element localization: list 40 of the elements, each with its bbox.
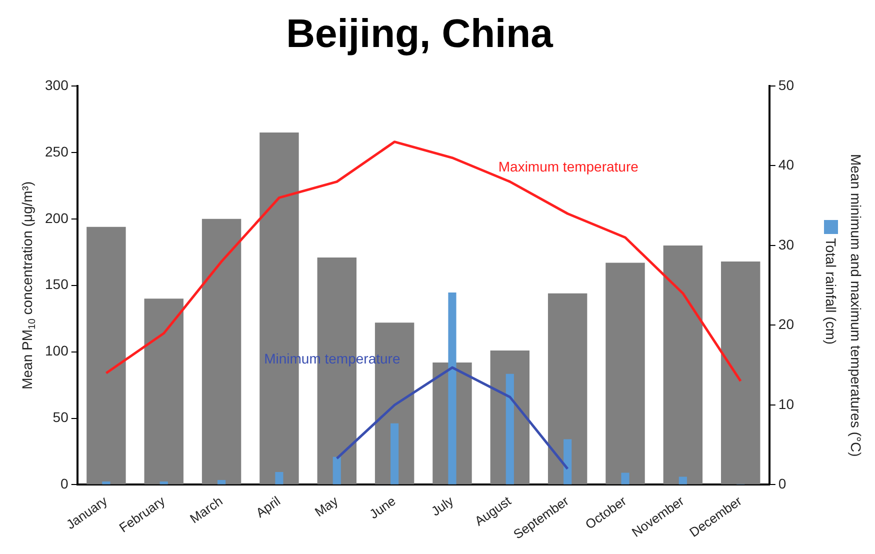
bar <box>202 218 242 484</box>
y-tick-label: 100 <box>45 342 69 359</box>
y2-tick-label: 20 <box>778 316 794 332</box>
y-tick-label: 150 <box>45 276 69 292</box>
y-tick-label: 50 <box>52 409 69 426</box>
y2-axis-title: Mean minimum and maximum temperatures (°C) <box>848 154 864 457</box>
y-axis-title: Mean PM10 concentration (μg/m³) <box>18 181 38 390</box>
x-tick-label: July <box>428 492 456 519</box>
y2-tick-label: 40 <box>778 156 794 173</box>
bar <box>678 476 687 484</box>
y2-tick-label: 50 <box>778 76 794 93</box>
bar <box>390 423 399 484</box>
series-label: Maximum temperature <box>498 158 639 175</box>
bar <box>506 374 514 484</box>
y2-tick-label: 10 <box>778 396 794 412</box>
bar <box>160 482 168 484</box>
bar <box>275 472 284 484</box>
bar <box>564 439 572 484</box>
x-tick-label: May <box>312 492 342 520</box>
bar <box>606 262 645 484</box>
y-tick-label: 300 <box>45 76 69 93</box>
bar <box>102 482 110 484</box>
bar <box>663 246 703 484</box>
x-tick-label: June <box>366 493 398 522</box>
bar <box>218 480 226 484</box>
legend-label: Total rainfall (cm) <box>823 238 839 345</box>
chart-title: Beijing, China <box>286 12 554 56</box>
bar <box>720 261 760 484</box>
bar <box>548 293 588 484</box>
y-tick-label: 200 <box>45 210 69 226</box>
bar <box>332 456 341 484</box>
y-tick-label: 0 <box>60 476 69 492</box>
x-tick-label: April <box>253 493 284 520</box>
bar <box>621 472 630 484</box>
y2-tick-label: 0 <box>778 476 786 492</box>
bar <box>86 226 126 484</box>
y-tick-label: 250 <box>45 143 69 160</box>
bar <box>448 292 456 484</box>
bar <box>144 298 184 484</box>
y2-tick-label: 30 <box>778 236 794 252</box>
